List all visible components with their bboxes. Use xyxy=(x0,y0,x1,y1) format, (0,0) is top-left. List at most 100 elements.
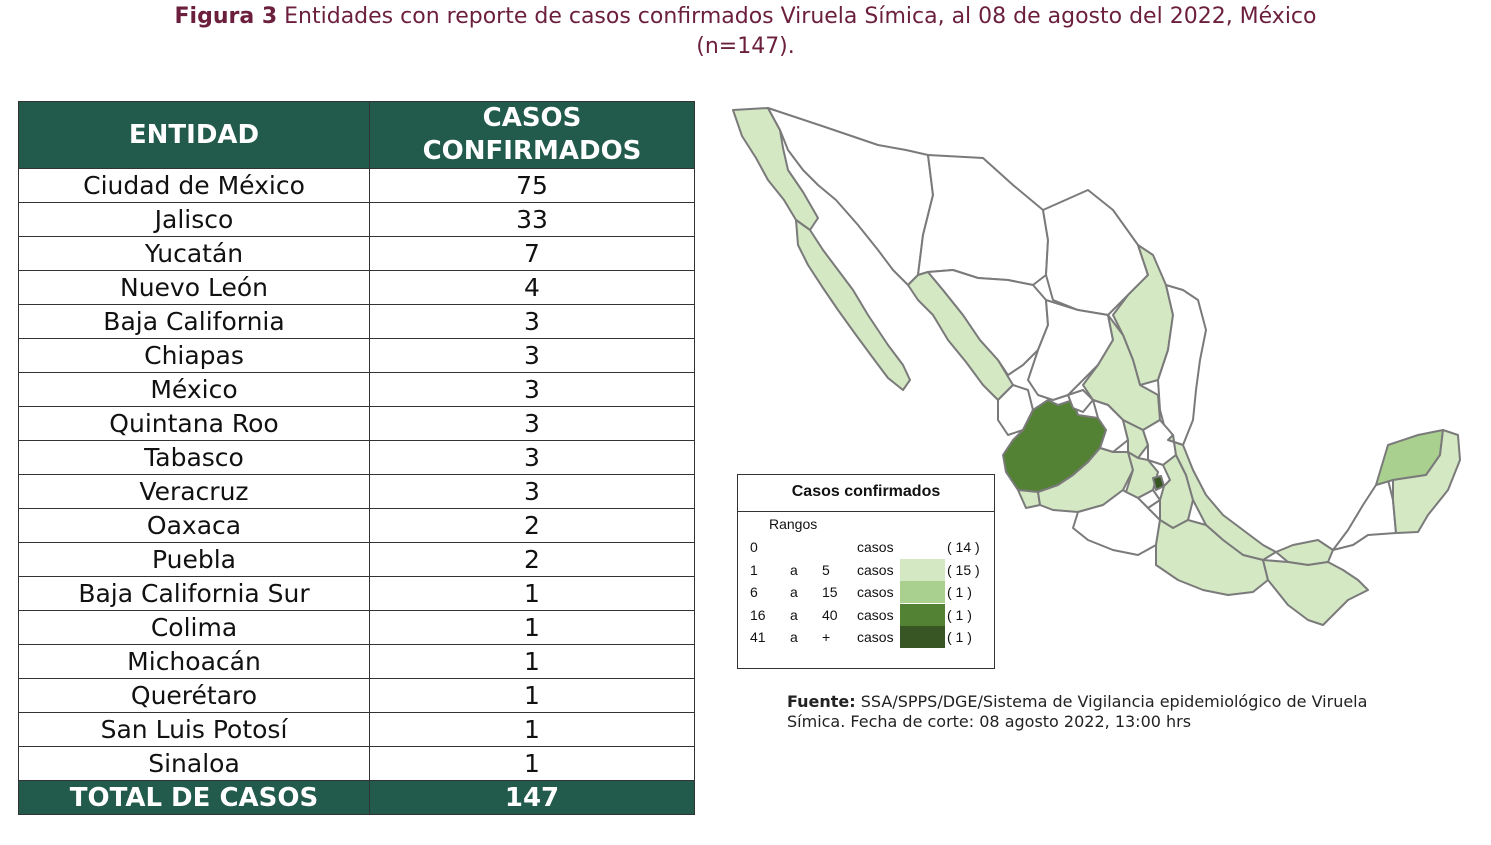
entity-cell: Yucatán xyxy=(18,236,370,271)
cases-cell: 33 xyxy=(369,202,695,237)
entity-cell: Michoacán xyxy=(18,644,370,679)
cases-cell: 1 xyxy=(369,576,695,611)
header-cases: CASOS CONFIRMADOS xyxy=(369,101,695,169)
figure-number: Figura 3 xyxy=(174,4,278,29)
table-row: Nuevo León 4 xyxy=(18,270,695,305)
entity-cell: San Luis Potosí xyxy=(18,712,370,747)
table-row: Oaxaca 2 xyxy=(18,508,695,543)
legend-row: 16 a 40 casos ( 1 ) xyxy=(738,603,994,626)
cases-cell: 3 xyxy=(369,474,695,509)
legend-swatch xyxy=(900,603,945,626)
table-row: Veracruz 3 xyxy=(18,474,695,509)
legend-unit: casos xyxy=(857,584,894,600)
legend-range-sep: a xyxy=(790,629,798,645)
table-row: Sinaloa 1 xyxy=(18,746,695,781)
entity-cell: México xyxy=(18,372,370,407)
header-cases-line2: CONFIRMADOS xyxy=(422,136,642,166)
legend-row: 41 a + casos ( 1 ) xyxy=(738,626,994,648)
cases-cell: 1 xyxy=(369,644,695,679)
cases-cell: 2 xyxy=(369,508,695,543)
cases-cell: 4 xyxy=(369,270,695,305)
cases-cell: 3 xyxy=(369,372,695,407)
state-coahuila xyxy=(1042,189,1149,316)
state-sonora xyxy=(767,107,934,286)
legend-range-from: 41 xyxy=(750,629,766,645)
entity-cell: Puebla xyxy=(18,542,370,577)
legend-swatch xyxy=(900,536,945,558)
map-legend: Casos confirmados Rangos 0 casos ( 14 ) 1 a 5… xyxy=(737,474,995,669)
header-entity: ENTIDAD xyxy=(18,101,370,169)
legend-range-sep: a xyxy=(790,606,798,623)
state-quintana-roo xyxy=(1392,429,1461,534)
legend-divider xyxy=(738,511,994,512)
total-row: TOTAL DE CASOS 147 xyxy=(18,780,695,815)
legend-unit: casos xyxy=(857,606,894,623)
entity-cell: Tabasco xyxy=(18,440,370,475)
legend-subtitle: Rangos xyxy=(769,516,818,532)
entity-cell: Chiapas xyxy=(18,338,370,373)
table-row: Querétaro 1 xyxy=(18,678,695,713)
legend-range-from: 6 xyxy=(750,584,758,600)
cases-cell: 3 xyxy=(369,338,695,373)
legend-swatch xyxy=(900,558,945,581)
state-aguascalientes xyxy=(1067,389,1094,413)
legend-range-to: 5 xyxy=(822,561,830,578)
legend-count: ( 14 ) xyxy=(947,539,980,555)
entity-cell: Oaxaca xyxy=(18,508,370,543)
source-label: Fuente: xyxy=(787,692,856,711)
entity-cell: Jalisco xyxy=(18,202,370,237)
table-row: Puebla 2 xyxy=(18,542,695,577)
table-row: Tabasco 3 xyxy=(18,440,695,475)
cases-cell: 3 xyxy=(369,304,695,339)
cases-cell: 2 xyxy=(369,542,695,577)
state-michoacan xyxy=(1037,447,1134,513)
mexico-map xyxy=(732,107,1461,626)
cases-cell: 1 xyxy=(369,678,695,713)
state-chiapas xyxy=(1262,559,1369,626)
table-row: San Luis Potosí 1 xyxy=(18,712,695,747)
legend-row: 0 casos ( 14 ) xyxy=(738,536,994,558)
figure-caption: Entidades con reporte de casos confirmad… xyxy=(284,4,1317,29)
cases-cell: 3 xyxy=(369,406,695,441)
legend-range-to: 40 xyxy=(822,606,838,623)
source-text: SSA/SPPS/DGE/Sistema de Vigilancia epide… xyxy=(860,692,1368,711)
source-text-line2: Símica. Fecha de corte: 08 agosto 2022, … xyxy=(787,712,1192,731)
cases-cell: 3 xyxy=(369,440,695,475)
table-row: Colima 1 xyxy=(18,610,695,645)
entity-cell: Veracruz xyxy=(18,474,370,509)
legend-swatch xyxy=(900,581,945,603)
entity-cell: Ciudad de México xyxy=(18,168,370,203)
entity-cell: Baja California xyxy=(18,304,370,339)
legend-count: ( 1 ) xyxy=(947,584,972,600)
total-value: 147 xyxy=(369,780,695,815)
table-row: Ciudad de México 75 xyxy=(18,168,695,203)
table-row: Quintana Roo 3 xyxy=(18,406,695,441)
entity-cell: Baja California Sur xyxy=(18,576,370,611)
legend-unit: casos xyxy=(857,539,894,555)
state-chihuahua xyxy=(917,154,1049,286)
table-row: México 3 xyxy=(18,372,695,407)
state-tamaulipas xyxy=(1157,284,1207,446)
table-row: Chiapas 3 xyxy=(18,338,695,373)
table-row: Baja California Sur 1 xyxy=(18,576,695,611)
legend-row: 6 a 15 casos ( 1 ) xyxy=(738,581,994,603)
table-row: Yucatán 7 xyxy=(18,236,695,271)
cases-cell: 7 xyxy=(369,236,695,271)
state-ciudad-de-mexico xyxy=(1152,475,1165,491)
entity-cell: Querétaro xyxy=(18,678,370,713)
table-row: Michoacán 1 xyxy=(18,644,695,679)
table-row: Jalisco 33 xyxy=(18,202,695,237)
figure-sample-size: (n=147). xyxy=(696,34,795,59)
entity-cell: Quintana Roo xyxy=(18,406,370,441)
legend-swatch xyxy=(900,626,945,648)
legend-range-sep: a xyxy=(790,584,798,600)
legend-unit: casos xyxy=(857,629,894,645)
legend-title: Casos confirmados xyxy=(791,483,941,500)
source-note: Fuente: SSA/SPPS/DGE/Sistema de Vigilanc… xyxy=(787,692,1427,732)
cases-cell: 1 xyxy=(369,610,695,645)
legend-range-to: + xyxy=(822,629,831,645)
total-label: TOTAL DE CASOS xyxy=(18,780,370,815)
legend-range-from: 0 xyxy=(750,539,758,555)
entity-cell: Sinaloa xyxy=(18,746,370,781)
legend-count: ( 15 ) xyxy=(947,561,980,578)
